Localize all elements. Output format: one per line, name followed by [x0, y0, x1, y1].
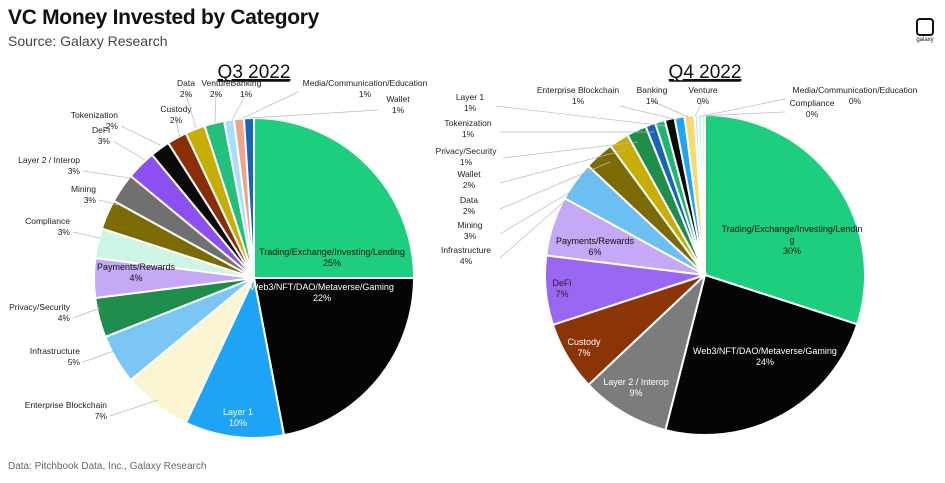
slice-label-custody: Custody 2%	[160, 104, 192, 125]
galaxy-logo-text: galaxy	[916, 37, 934, 43]
chart-title-q3-2022: Q3 2022	[218, 62, 291, 83]
leader-line	[499, 179, 591, 235]
slice-label-layer-1: Layer 1 10%	[223, 407, 253, 428]
leader-line	[699, 111, 786, 117]
slice-label-compliance: Compliance 3%	[25, 216, 70, 237]
slice-label-mining: Mining 3%	[71, 184, 96, 205]
slice-label-payments-rewards: Payments/Rewards 4%	[97, 262, 176, 283]
pie-slice-web3-nft-dao-metaverse-gaming	[664, 273, 859, 436]
slice-label-venture: Venture 2%	[201, 78, 231, 99]
leader-line	[619, 105, 679, 121]
slice-label-tokenization: Tokenization 1%	[444, 118, 492, 139]
slice-label-defi: DeFi 3%	[92, 125, 110, 146]
slice-label-wallet: Wallet 1%	[386, 94, 410, 115]
leader-line	[112, 140, 146, 161]
slice-label-trading-exchange-investing-lending: Trading/Exchange/Investing/Lending 25%	[259, 247, 405, 268]
pie-chart-q4-2022: Q4 2022 Trading/Exchange/Investing/Lendin…	[436, 62, 918, 436]
slice-label-custody: Custody 7%	[567, 337, 601, 358]
leader-line	[82, 349, 118, 363]
leader-line	[694, 100, 704, 117]
slice-label-banking: Banking 1%	[231, 78, 262, 99]
leader-line	[231, 93, 247, 121]
leader-line	[249, 109, 379, 119]
page-subtitle: Source: Galaxy Research	[8, 33, 168, 49]
slice-label-layer-1: Layer 1 1%	[456, 92, 485, 113]
leader-line	[499, 161, 611, 210]
leader-line	[120, 125, 161, 146]
slice-label-media-communication-education: Media/Communication/Education 1%	[303, 78, 428, 99]
slice-label-privacy-security: Privacy/Security 4%	[9, 302, 71, 323]
pie-slice-web3-nft-dao-metaverse-gaming	[252, 277, 416, 437]
pie-slice-layer-1	[184, 274, 286, 439]
slice-label-privacy-security: Privacy/Security 1%	[436, 146, 498, 167]
slice-label-web3-nft-dao-metaverse-gaming: Web3/NFT/DAO/Metaverse/Gaming 24%	[693, 346, 837, 367]
slice-label-data: Data 2%	[460, 195, 478, 216]
slice-label-trading-exchange-investing-lending: Trading/Exchange/Investing/Lendin g 30%	[722, 224, 863, 256]
leader-line	[651, 100, 689, 118]
leader-line	[72, 231, 101, 239]
slice-label-tokenization: Tokenization 2%	[71, 110, 119, 131]
slice-label-layer-2-interop: Layer 2 / Interop 3%	[18, 155, 80, 176]
slice-label-media-communication-education: Media/Communication/Education 0%	[793, 85, 918, 106]
pie-slice-trading-exchange-investing-lending	[704, 113, 866, 326]
pie-chart-q3-2022: Q3 2022 Trading/Exchange/Investing/Lendin…	[9, 62, 428, 439]
slice-label-defi: DeFi 7%	[552, 278, 571, 299]
slice-label-web3-nft-dao-metaverse-gaming: Web3/NFT/DAO/Metaverse/Gaming 22%	[250, 282, 394, 303]
leader-line	[109, 399, 159, 417]
slice-label-layer-2-interop: Layer 2 / Interop 9%	[603, 377, 669, 398]
slice-label-mining: Mining 3%	[457, 220, 482, 241]
leader-line	[495, 105, 666, 127]
galaxy-logo-icon	[916, 18, 934, 36]
slice-label-enterprise-blockchain: Enterprise Blockchain 7%	[25, 400, 108, 421]
page-title: VC Money Invested by Category	[8, 6, 320, 29]
pie-slice-trading-exchange-investing-lending	[253, 116, 416, 279]
slice-label-infrastructure: Infrastructure 5%	[30, 346, 81, 367]
leader-line	[502, 141, 639, 159]
slice-label-enterprise-blockchain: Enterprise Blockchain 1%	[537, 85, 619, 106]
pie-slice-compliance	[700, 113, 706, 276]
data-source-footer: Data: Pitchbook Data, Inc., Galaxy Resea…	[8, 461, 207, 472]
leader-line	[98, 199, 119, 206]
slice-label-banking: Banking 1%	[637, 85, 668, 106]
slice-label-payments-rewards: Payments/Rewards 6%	[556, 236, 635, 257]
leader-line	[499, 199, 567, 259]
leader-line	[82, 170, 131, 179]
pie-slice-layer-2-interop	[587, 271, 707, 432]
leader-line	[242, 91, 299, 119]
leader-line	[214, 93, 217, 124]
slice-label-venture: Venture 0%	[688, 85, 718, 106]
slice-label-wallet: Wallet 2%	[457, 169, 481, 190]
leader-line	[175, 119, 181, 139]
leader-line	[702, 98, 786, 117]
leader-line	[72, 307, 101, 319]
slice-label-infrastructure: Infrastructure 4%	[441, 245, 491, 266]
galaxy-logo: galaxy	[914, 18, 936, 43]
chart-title-q4-2022: Q4 2022	[669, 62, 742, 83]
leader-line	[185, 93, 197, 129]
leader-line	[499, 149, 626, 184]
slice-label-data: Data 2%	[177, 78, 195, 99]
slice-label-compliance: Compliance 0%	[790, 98, 835, 119]
